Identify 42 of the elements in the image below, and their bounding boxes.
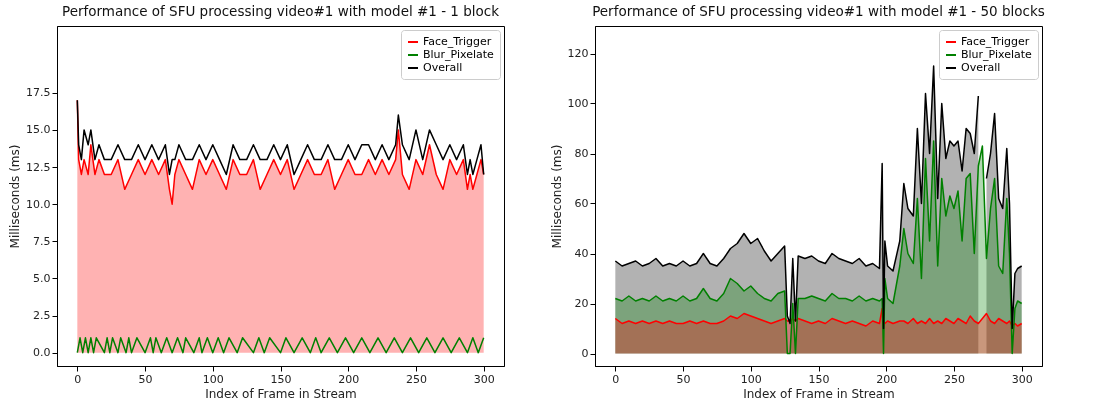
x-tick-label: 300 [473, 372, 495, 386]
legend-label: Blur_Pixelate [961, 48, 1033, 61]
legend-label: Overall [423, 61, 463, 74]
y-axis-title: Milliseconds (ms) [549, 144, 564, 249]
y-tick-label: 120 [567, 47, 589, 60]
chart-title: Performance of SFU processing video#1 with model #1 - 50 blocks [592, 2, 1045, 19]
y-tick-label: 15.0 [26, 123, 51, 137]
x-tick-label: 300 [1011, 372, 1033, 386]
y-tick-label: 7.5 [33, 234, 51, 248]
legend-label: Overall [961, 61, 1001, 74]
y-tick-label: 60 [574, 197, 589, 210]
y-tick-label: 10.0 [26, 197, 51, 211]
y-tick-label: 40 [574, 247, 589, 260]
y-tick-label: 5.0 [33, 271, 51, 285]
x-tick-label: 150 [270, 372, 292, 386]
x-tick-label: 250 [943, 372, 965, 386]
legend-label: Face_Trigger [423, 35, 492, 48]
x-axis-title: Index of Frame in Stream [205, 386, 357, 401]
x-tick-label: 100 [202, 372, 224, 386]
x-tick-label: 0 [612, 372, 620, 386]
y-tick-label: 20 [574, 297, 589, 310]
y-tick-label: 0 [581, 347, 589, 360]
y-tick-label: 80 [574, 147, 589, 160]
x-tick-label: 50 [676, 372, 691, 386]
chart-title: Performance of SFU processing video#1 with model #1 - 1 block [61, 2, 500, 19]
y-tick-label: 12.5 [26, 160, 51, 174]
x-tick-label: 150 [808, 372, 830, 386]
x-tick-label: 200 [876, 372, 898, 386]
x-tick-label: 200 [338, 372, 360, 386]
y-tick-label: 0.0 [33, 346, 51, 360]
y-tick-label: 100 [567, 97, 589, 110]
x-tick-label: 0 [74, 372, 82, 386]
x-tick-label: 50 [138, 372, 153, 386]
legend-label: Blur_Pixelate [423, 48, 495, 61]
y-tick-label: 2.5 [33, 309, 51, 323]
legend-label: Face_Trigger [961, 35, 1030, 48]
y-axis-title: Milliseconds (ms) [8, 144, 23, 249]
x-tick-label: 250 [405, 372, 427, 386]
y-tick-label: 17.5 [26, 86, 51, 100]
line-series [76, 99, 485, 176]
x-axis-title: Index of Frame in Stream [743, 386, 895, 401]
x-tick-label: 100 [740, 372, 762, 386]
